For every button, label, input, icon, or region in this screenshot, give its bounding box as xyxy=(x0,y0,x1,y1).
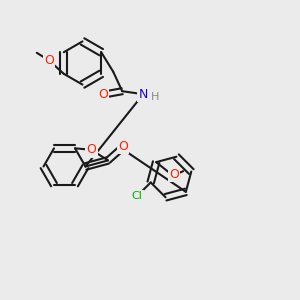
Text: Cl: Cl xyxy=(132,191,143,201)
Text: N: N xyxy=(139,88,148,101)
Text: O: O xyxy=(44,54,54,67)
Text: O: O xyxy=(98,88,108,101)
Text: O: O xyxy=(118,140,128,152)
Text: O: O xyxy=(87,143,96,156)
Text: H: H xyxy=(151,92,159,102)
Text: O: O xyxy=(169,168,179,181)
